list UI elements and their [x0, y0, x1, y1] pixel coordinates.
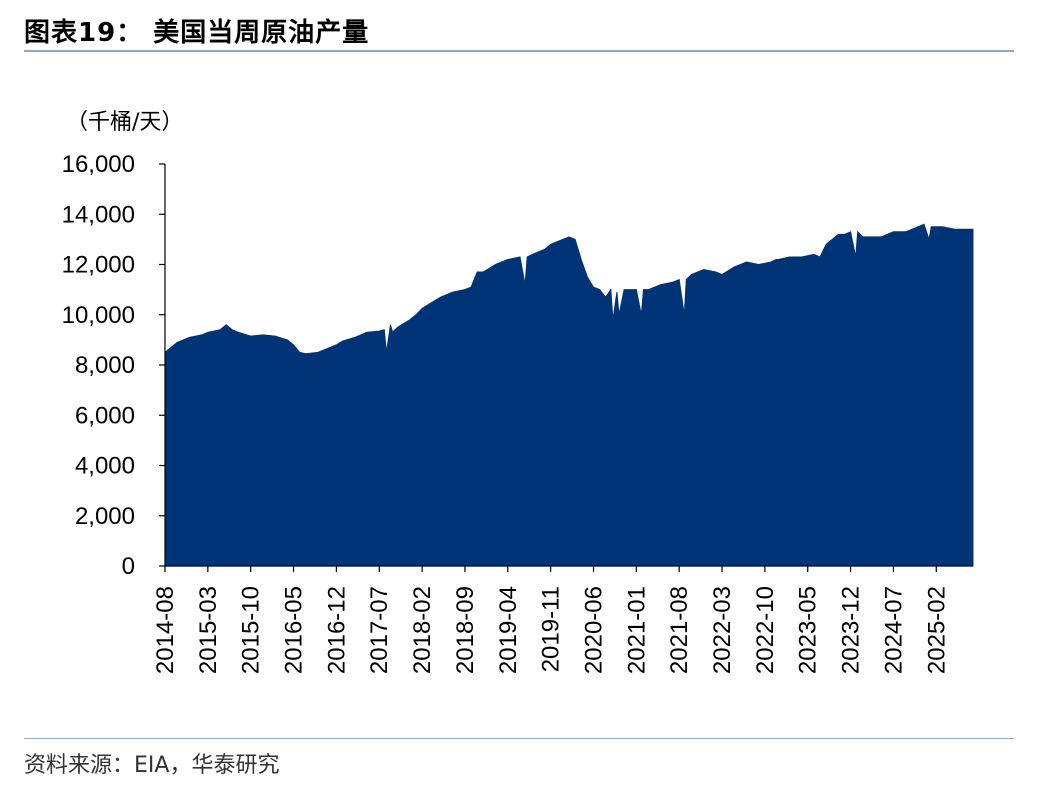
- x-tick-label: 2022-10: [752, 586, 779, 674]
- x-tick-label: 2023-12: [838, 586, 865, 674]
- y-tick-label: 12,000: [62, 252, 135, 279]
- x-tick-label: 2019-11: [538, 586, 565, 672]
- y-tick-label: 4,000: [75, 453, 135, 480]
- chart-title: 图表19： 美国当周原油产量: [24, 18, 370, 48]
- plot-area: [164, 223, 974, 567]
- x-tick-label: 2022-03: [709, 586, 736, 674]
- unit-label: （千桶/天）: [66, 110, 184, 135]
- y-tick-label: 8,000: [75, 352, 135, 379]
- y-tick-label: 0: [122, 553, 135, 580]
- x-tick-label: 2017-07: [366, 586, 393, 674]
- footer-divider: [24, 738, 1014, 739]
- x-tick-label: 2018-02: [409, 586, 436, 674]
- source-note: 资料来源：EIA，华泰研究: [24, 753, 280, 778]
- y-axis: 0 2,000 4,000 6,000 8,000 10,000 12,000 14,000 1…: [62, 151, 166, 580]
- x-axis: 2014-08 2015-03 2015-10 2016-05 2016-12 2017-…: [152, 565, 973, 674]
- x-tick-label: 2024-07: [880, 586, 907, 674]
- title-divider: [24, 50, 1014, 52]
- y-tick-label: 6,000: [75, 402, 135, 429]
- x-tick-label: 2021-01: [623, 586, 650, 674]
- x-tick-label: 2016-05: [281, 586, 308, 674]
- x-tick-label: 2025-02: [923, 586, 950, 674]
- y-tick-label: 2,000: [75, 503, 135, 530]
- x-tick-label: 2021-08: [666, 586, 693, 674]
- x-tick-label: 2019-04: [495, 586, 522, 674]
- x-tick-label: 2018-09: [452, 586, 479, 674]
- x-tick-label: 2020-06: [580, 586, 607, 674]
- x-tick-label: 2015-03: [195, 586, 222, 674]
- x-tick-label: 2023-05: [795, 586, 822, 674]
- y-tick-label: 14,000: [62, 201, 135, 228]
- area-series-0: [164, 223, 974, 567]
- y-tick-label: 16,000: [62, 151, 135, 178]
- x-tick-label: 2016-12: [323, 586, 350, 674]
- y-tick-label: 10,000: [62, 302, 135, 329]
- x-tick-label: 2014-08: [152, 586, 179, 674]
- x-tick-label: 2015-10: [238, 586, 265, 674]
